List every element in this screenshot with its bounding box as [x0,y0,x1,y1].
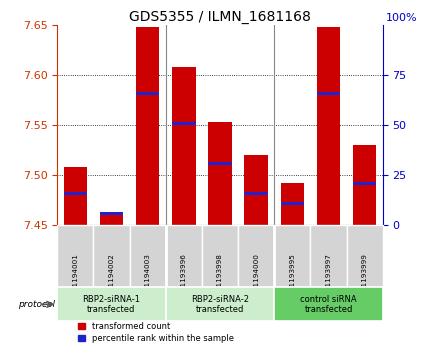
Bar [281,183,304,225]
Bar [172,122,195,125]
Bar [136,92,159,95]
Bar [129,225,166,287]
Text: GSM1193996: GSM1193996 [181,253,187,302]
Bar [100,212,123,225]
Text: GSM1194000: GSM1194000 [253,253,259,302]
Bar [166,225,202,287]
Bar [274,287,383,322]
Text: RBP2-siRNA-1
transfected: RBP2-siRNA-1 transfected [82,295,140,314]
Text: GSM1193997: GSM1193997 [326,253,331,302]
Text: RBP2-siRNA-2
transfected: RBP2-siRNA-2 transfected [191,295,249,314]
Bar [245,192,268,195]
Bar [311,225,347,287]
Bar [238,225,274,287]
Bar [63,192,87,195]
Text: GSM1194001: GSM1194001 [72,253,78,302]
Text: GSM1193998: GSM1193998 [217,253,223,302]
Text: GSM1193999: GSM1193999 [362,253,368,302]
Bar [245,155,268,225]
Bar [172,67,195,225]
Bar [353,145,377,225]
Text: 100%: 100% [385,13,417,23]
Bar [136,27,159,225]
Text: GSM1194003: GSM1194003 [145,253,150,302]
Bar [93,225,129,287]
Bar [274,225,311,287]
Legend: transformed count, percentile rank within the sample: transformed count, percentile rank withi… [77,322,234,343]
Bar [317,92,340,95]
Text: control siRNA
transfected: control siRNA transfected [300,295,357,314]
Bar [317,27,340,225]
Bar [166,287,274,322]
Text: GSM1193995: GSM1193995 [290,253,295,302]
Bar [353,182,377,185]
Text: protocol: protocol [18,300,55,309]
Bar [202,225,238,287]
Bar [57,225,93,287]
Bar [208,122,232,225]
Bar [100,212,123,215]
Bar [57,287,166,322]
Bar [63,167,87,225]
Text: GSM1194002: GSM1194002 [109,253,114,302]
Bar [347,225,383,287]
Title: GDS5355 / ILMN_1681168: GDS5355 / ILMN_1681168 [129,11,311,24]
Bar [208,162,232,165]
Bar [281,202,304,205]
